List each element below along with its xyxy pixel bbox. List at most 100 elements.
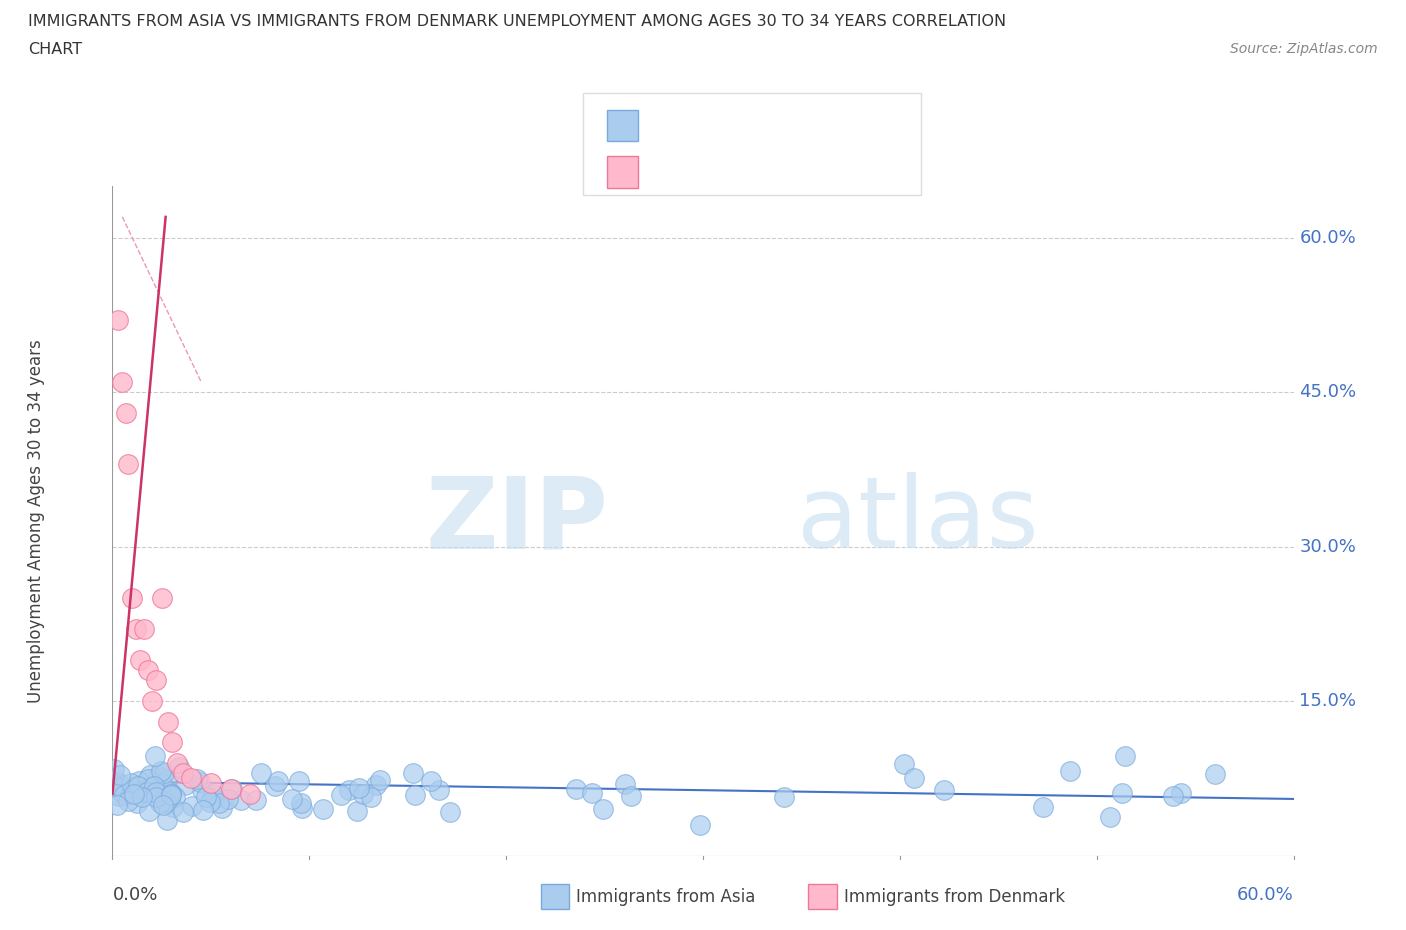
Point: [290, 796, 312, 811]
Point: [105, 797, 128, 812]
Text: Immigrants from Denmark: Immigrants from Denmark: [844, 887, 1064, 906]
Point: [346, 804, 368, 818]
Point: [162, 800, 184, 815]
Point: [1099, 809, 1122, 824]
Point: [360, 789, 382, 804]
Point: [689, 817, 711, 832]
Point: [160, 786, 183, 801]
Point: [893, 756, 915, 771]
Point: [180, 799, 202, 814]
Point: [217, 791, 239, 806]
Point: [1114, 749, 1136, 764]
Point: [129, 653, 152, 668]
Point: [420, 774, 443, 789]
Point: [107, 777, 129, 791]
Point: [121, 591, 143, 605]
Text: 30.0%: 30.0%: [1299, 538, 1357, 555]
Point: [108, 767, 131, 782]
Point: [439, 805, 461, 820]
Point: [135, 785, 157, 800]
Point: [337, 783, 360, 798]
Point: [1059, 764, 1081, 778]
Text: 60.0%: 60.0%: [1299, 229, 1357, 246]
Text: Source: ZipAtlas.com: Source: ZipAtlas.com: [1230, 42, 1378, 56]
Point: [211, 801, 233, 816]
Point: [107, 788, 129, 803]
Point: [1111, 785, 1133, 800]
Point: [107, 312, 129, 327]
Point: [221, 782, 243, 797]
Point: [152, 798, 174, 813]
Point: [565, 781, 588, 796]
Point: [145, 673, 167, 688]
Point: [117, 793, 139, 808]
Point: [1032, 799, 1054, 814]
Point: [250, 766, 273, 781]
Point: [347, 781, 370, 796]
Point: [138, 772, 160, 787]
Point: [152, 765, 174, 780]
Point: [166, 755, 188, 770]
Point: [172, 765, 194, 780]
Point: [329, 787, 352, 802]
Point: [614, 777, 637, 791]
Point: [112, 788, 135, 803]
Point: [200, 776, 222, 790]
Point: [180, 771, 202, 786]
Point: [111, 374, 134, 389]
Point: [143, 778, 166, 793]
Point: [138, 804, 160, 818]
Point: [592, 802, 614, 817]
Point: [160, 735, 183, 750]
Point: [169, 760, 191, 775]
Point: [1204, 766, 1226, 781]
Point: [146, 768, 169, 783]
Point: [159, 787, 181, 802]
Point: [773, 790, 796, 804]
Point: [131, 784, 153, 799]
Point: [107, 775, 129, 790]
Point: [139, 768, 162, 783]
Text: 60.0%: 60.0%: [1237, 885, 1294, 904]
Point: [368, 772, 391, 787]
Point: [141, 694, 163, 709]
Point: [145, 785, 167, 800]
Text: Immigrants from Asia: Immigrants from Asia: [576, 887, 756, 906]
Point: [122, 787, 145, 802]
Point: [191, 783, 214, 798]
Point: [312, 802, 335, 817]
Point: [149, 795, 172, 810]
Point: [160, 788, 183, 803]
Point: [620, 789, 643, 804]
Point: [150, 777, 173, 791]
Point: [352, 786, 374, 801]
Point: [281, 792, 304, 807]
Point: [120, 776, 142, 790]
Text: atlas: atlas: [797, 472, 1039, 569]
Point: [903, 771, 925, 786]
Point: [150, 591, 173, 605]
Text: 15.0%: 15.0%: [1299, 692, 1357, 711]
Point: [155, 795, 177, 810]
Text: 45.0%: 45.0%: [1299, 383, 1357, 401]
Point: [149, 789, 172, 804]
Point: [245, 792, 267, 807]
Point: [267, 774, 290, 789]
Point: [291, 801, 314, 816]
Point: [143, 749, 166, 764]
Point: [156, 773, 179, 788]
Point: [173, 777, 195, 792]
Point: [136, 663, 159, 678]
Point: [186, 772, 208, 787]
Point: [1163, 789, 1185, 804]
Point: [208, 796, 231, 811]
Point: [219, 781, 242, 796]
Point: [229, 793, 252, 808]
Point: [402, 765, 425, 780]
Point: [264, 778, 287, 793]
Point: [288, 774, 311, 789]
Point: [932, 783, 955, 798]
Point: [195, 789, 218, 804]
Point: [201, 787, 224, 802]
Point: [145, 790, 167, 804]
